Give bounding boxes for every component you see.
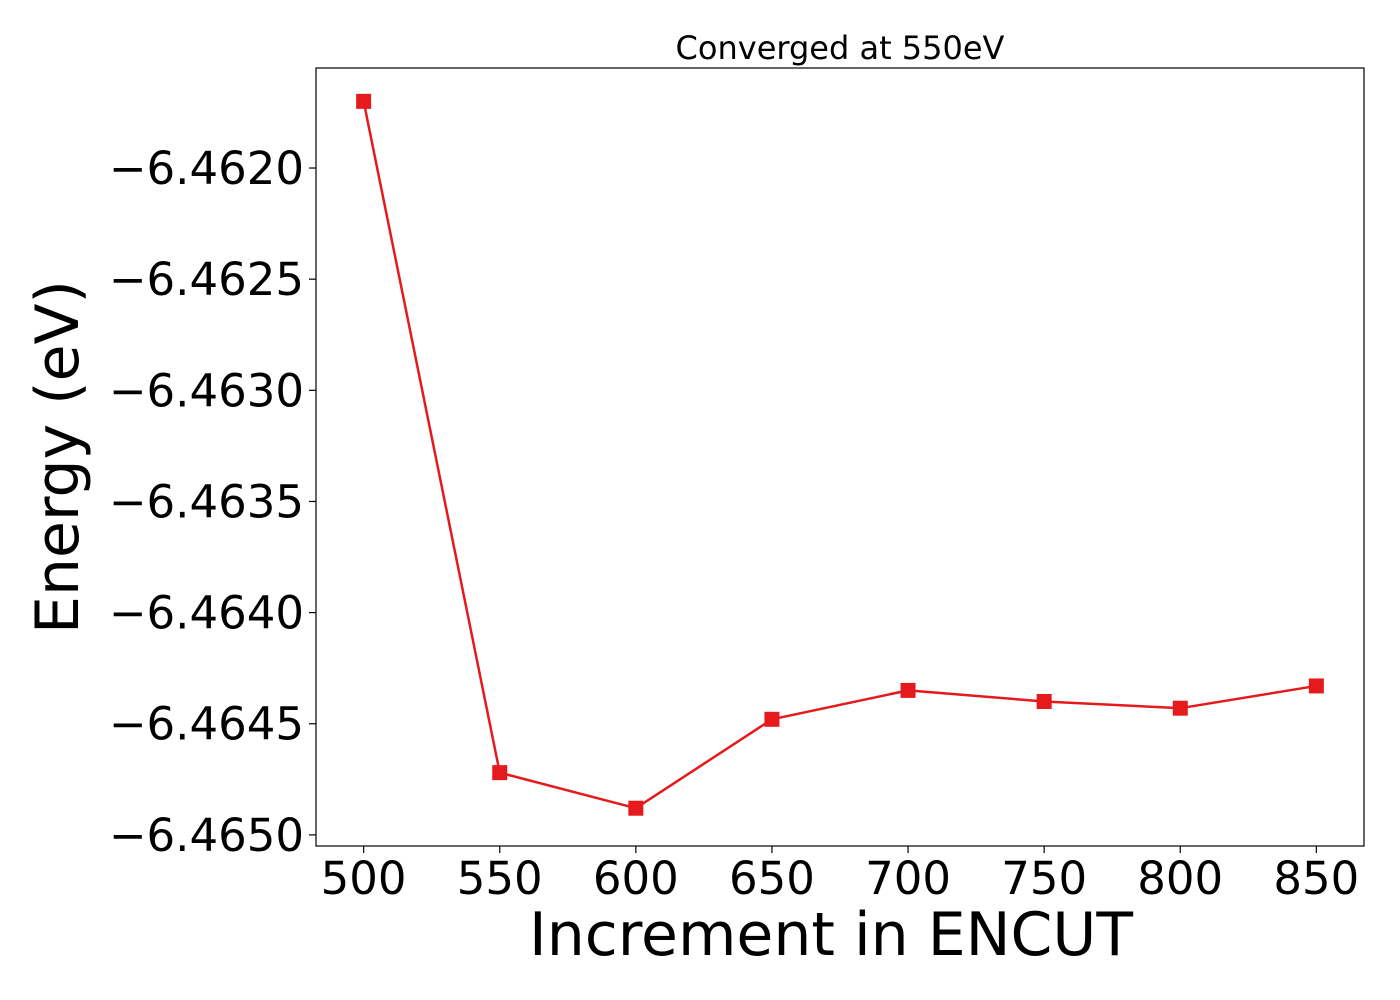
x-axis-label: Increment in ENCUT — [529, 900, 1133, 970]
data-point — [492, 765, 508, 781]
x-tick-label: 650 — [729, 852, 815, 905]
x-tick-label: 700 — [865, 852, 951, 905]
y-tick-label: −6.4650 — [109, 809, 304, 862]
x-tick-label: 800 — [1137, 852, 1223, 905]
x-tick-label: 550 — [457, 852, 543, 905]
data-point — [628, 800, 644, 816]
data-point — [1036, 694, 1052, 710]
markers-layer — [356, 93, 1324, 816]
x-tick-label: 850 — [1273, 852, 1359, 905]
data-point — [1172, 700, 1188, 716]
y-tick-label: −6.4625 — [109, 253, 304, 306]
y-tick-label: −6.4630 — [109, 364, 304, 417]
chart-title: Converged at 550eV — [676, 29, 1005, 67]
plot-frame — [315, 67, 1365, 847]
y-tick-label: −6.4635 — [109, 475, 304, 528]
data-point — [764, 711, 780, 727]
ticks-layer: 500 550 600 650 700 750 800 850 −6.4620 −6.4625 −6… — [109, 142, 1359, 905]
x-tick-label: 500 — [321, 852, 407, 905]
series-line — [362, 101, 1317, 810]
x-tick-label: 600 — [593, 852, 679, 905]
y-tick-label: −6.4640 — [109, 587, 304, 640]
y-tick-label: −6.4645 — [109, 698, 304, 751]
series-layer — [362, 101, 1317, 810]
data-point — [356, 93, 372, 109]
y-tick-label: −6.4620 — [109, 142, 304, 195]
y-axis-label: Energy (eV) — [23, 280, 93, 634]
data-point — [1308, 678, 1324, 694]
x-tick-label: 750 — [1001, 852, 1087, 905]
data-point — [900, 682, 916, 698]
